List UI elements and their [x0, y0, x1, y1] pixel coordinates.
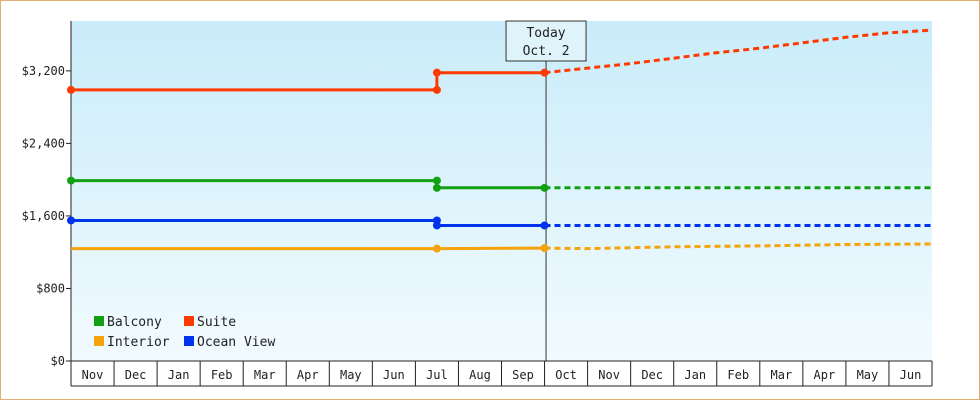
month-label: Sep — [512, 368, 534, 382]
month-label: Oct — [555, 368, 577, 382]
month-label: Apr — [814, 368, 836, 382]
x-axis: Nov Dec Jan Feb Mar Apr May Jun Jul Aug Sep Oct Nov D… — [70, 360, 933, 387]
month-label: Mar — [770, 368, 792, 382]
balcony-point — [432, 176, 441, 185]
interior-point — [432, 244, 441, 253]
month-label: Nov — [82, 368, 104, 382]
suite-forecast-line — [544, 28, 933, 75]
y-tick-label: $800 — [36, 281, 65, 295]
month-label: Mar — [254, 368, 276, 382]
today-marker: Today Oct. 2 — [505, 20, 587, 361]
suite-point — [432, 85, 441, 94]
suite-point — [67, 85, 75, 94]
month-label: May — [340, 368, 362, 382]
month-label: Jan — [684, 368, 706, 382]
month-label: Dec — [125, 368, 147, 382]
month-label: Apr — [297, 368, 319, 382]
legend-swatch-ocean-view — [184, 336, 194, 346]
month-label: Jul — [426, 368, 448, 382]
today-box — [505, 20, 587, 62]
interior-forecast-line — [544, 242, 933, 251]
ocean-view-point — [540, 221, 549, 230]
y-tick-label: $0 — [51, 354, 65, 368]
ocean-view-point — [67, 216, 75, 225]
balcony-point — [67, 176, 75, 185]
month-label: Jan — [168, 368, 190, 382]
series-lines — [67, 28, 933, 253]
legend-label-ocean-view: Ocean View — [197, 335, 275, 350]
y-tick-label: $2,400 — [22, 136, 65, 150]
y-tick-label: $3,200 — [22, 64, 65, 78]
month-label: Feb — [211, 368, 233, 382]
legend-label-suite: Suite — [197, 315, 236, 330]
suite-history-line — [71, 71, 545, 92]
balcony-point — [540, 183, 549, 192]
balcony-point — [432, 183, 441, 192]
legend-label-interior: Interior — [107, 335, 170, 350]
suite-point — [432, 68, 441, 77]
month-label: Feb — [727, 368, 749, 382]
today-label: Today — [526, 26, 565, 41]
interior-history-line — [71, 246, 545, 251]
plot-area — [71, 21, 932, 361]
month-label: May — [857, 368, 879, 382]
y-tick-label: $1,600 — [22, 209, 65, 223]
month-label: Nov — [598, 368, 620, 382]
ocean-view-point — [432, 221, 441, 230]
interior-point — [540, 244, 549, 253]
legend-swatch-suite — [184, 316, 194, 326]
month-label: Jun — [383, 368, 405, 382]
legend-swatch-interior — [94, 336, 104, 346]
suite-point — [540, 68, 549, 77]
month-label: Jun — [900, 368, 922, 382]
legend-swatch-balcony — [94, 316, 104, 326]
today-date: Oct. 2 — [523, 44, 570, 59]
month-label: Dec — [641, 368, 663, 382]
legend-label-balcony: Balcony — [107, 315, 162, 330]
month-label: Aug — [469, 368, 491, 382]
legend: Balcony Suite Interior Ocean View — [94, 315, 275, 350]
y-axis: $0 $800 $1,600 $2,400 $3,200 — [22, 21, 72, 368]
